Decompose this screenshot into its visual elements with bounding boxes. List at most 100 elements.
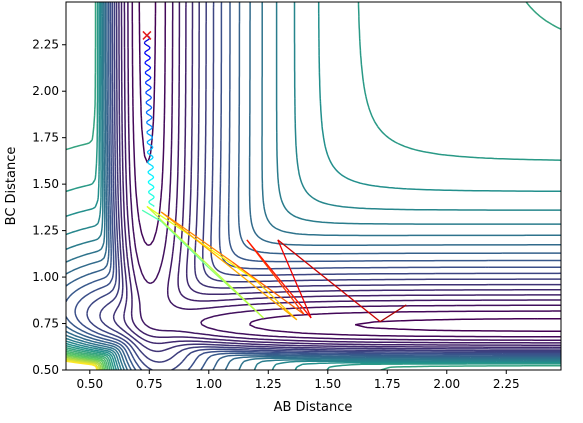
trajectory-segment [147, 138, 151, 142]
trajectory-segment [145, 39, 149, 42]
trajectory-segment [147, 74, 151, 78]
trajectory-segment [145, 83, 149, 86]
trajectory-segment [148, 47, 151, 51]
trajectory-segment [151, 197, 155, 200]
contour-level [66, 2, 561, 370]
trajectory-segment [147, 190, 150, 193]
trajectory-segment [146, 44, 150, 48]
y-axis-label: BC Distance [4, 147, 19, 226]
contour-level [66, 2, 561, 370]
trajectory-segment [150, 164, 154, 168]
trajectory-segment [151, 177, 154, 180]
trajectory-segment [147, 128, 151, 132]
contour-level [66, 353, 106, 370]
trajectory-segment [148, 67, 152, 71]
trajectory-segment [145, 92, 148, 95]
trajectory-segment [145, 112, 148, 115]
trajectory-segment [149, 193, 153, 196]
trajectory-segment [150, 167, 154, 170]
trajectory-segment [151, 174, 154, 178]
contour-level [112, 2, 561, 353]
trajectory-segment [146, 99, 150, 102]
trajectory-segment [160, 211, 298, 321]
trajectory-segment [144, 53, 148, 56]
trajectory-segment [246, 239, 312, 319]
trajectory-segment [146, 140, 149, 143]
trajectory-segment [147, 118, 151, 122]
trajectory-segment [146, 130, 149, 133]
y-tick-label: 1.00 [32, 270, 59, 284]
trajectory-segment [147, 171, 150, 175]
contour-level [66, 2, 561, 370]
trajectory-segment [148, 201, 151, 205]
contour-level [66, 352, 108, 370]
trajectory-segment [148, 57, 151, 61]
trajectory-segment [149, 107, 153, 111]
trajectory-segment [148, 153, 152, 156]
x-axis-ticks: 0.50 0.75 1.00 1.25 1.50 1.75 2.00 2.25 [76, 370, 520, 391]
trajectory-segment [147, 170, 150, 173]
trajectory-segment [146, 151, 149, 155]
trajectory-segment [145, 90, 148, 93]
trajectory-segment [147, 108, 151, 112]
x-tick-label: 1.25 [255, 377, 282, 391]
trajectory-segment [149, 97, 152, 101]
contour-level [123, 2, 561, 344]
x-axis-label: AB Distance [274, 400, 353, 415]
contour-level [66, 355, 104, 370]
trajectory-segment [148, 148, 152, 152]
trajectory-segment [144, 60, 147, 63]
y-tick-label: 1.50 [32, 177, 59, 191]
trajectory-segment [149, 127, 153, 131]
contour-lines [66, 2, 561, 370]
trajectory-segment [144, 72, 147, 75]
trajectory-segment [149, 114, 152, 118]
x-tick-label: 1.75 [374, 377, 401, 391]
trajectory-segment [144, 62, 147, 65]
trajectory-segment [144, 82, 147, 85]
trajectory-segment [141, 209, 162, 222]
trajectory-segment [147, 123, 151, 126]
contour-level [118, 2, 561, 349]
start-marker-stroke [142, 30, 152, 40]
trajectory-segment [160, 220, 210, 269]
trajectory-segment [148, 158, 152, 162]
trajectory-segment [149, 188, 153, 192]
trajectory-segment [151, 187, 155, 190]
trajectory [141, 34, 407, 323]
trajectory-segment [148, 168, 152, 172]
trajectory-segment [145, 59, 150, 62]
y-axis-ticks: 0.50 0.75 1.00 1.25 1.50 1.75 2.00 2.25 [32, 38, 66, 377]
trajectory-segment [146, 93, 150, 96]
trajectory-segment [145, 63, 149, 66]
trajectory-segment [146, 205, 264, 319]
contour-level [66, 350, 109, 370]
trajectory-segment [144, 50, 147, 54]
trajectory-segment [148, 178, 152, 182]
x-tick-label: 1.00 [195, 377, 222, 391]
contour-level [66, 359, 100, 370]
trajectory-segment [146, 131, 149, 135]
contour-level [99, 2, 561, 363]
y-tick-label: 1.75 [32, 131, 59, 145]
contour-level [66, 348, 111, 370]
trajectory-segment [145, 102, 148, 105]
trajectory-segment [149, 56, 151, 59]
trajectory-segment [145, 110, 148, 113]
trajectory-segment [144, 80, 148, 83]
trajectory-segment [151, 194, 155, 197]
trajectory-segment [147, 161, 150, 165]
y-tick-label: 0.50 [32, 363, 59, 377]
trajectory-segment [143, 40, 147, 44]
trajectory-segment [150, 157, 154, 160]
trajectory-segment [160, 211, 233, 263]
trajectory-segment [149, 198, 153, 202]
trajectory-segment [144, 43, 148, 46]
y-tick-label: 1.25 [32, 224, 59, 238]
contour-level [66, 2, 561, 370]
plot-frame [65, 1, 562, 371]
trajectory-segment [147, 180, 150, 183]
x-tick-label: 2.25 [493, 377, 520, 391]
contour-level [66, 2, 561, 370]
trajectory-segment [146, 89, 150, 92]
